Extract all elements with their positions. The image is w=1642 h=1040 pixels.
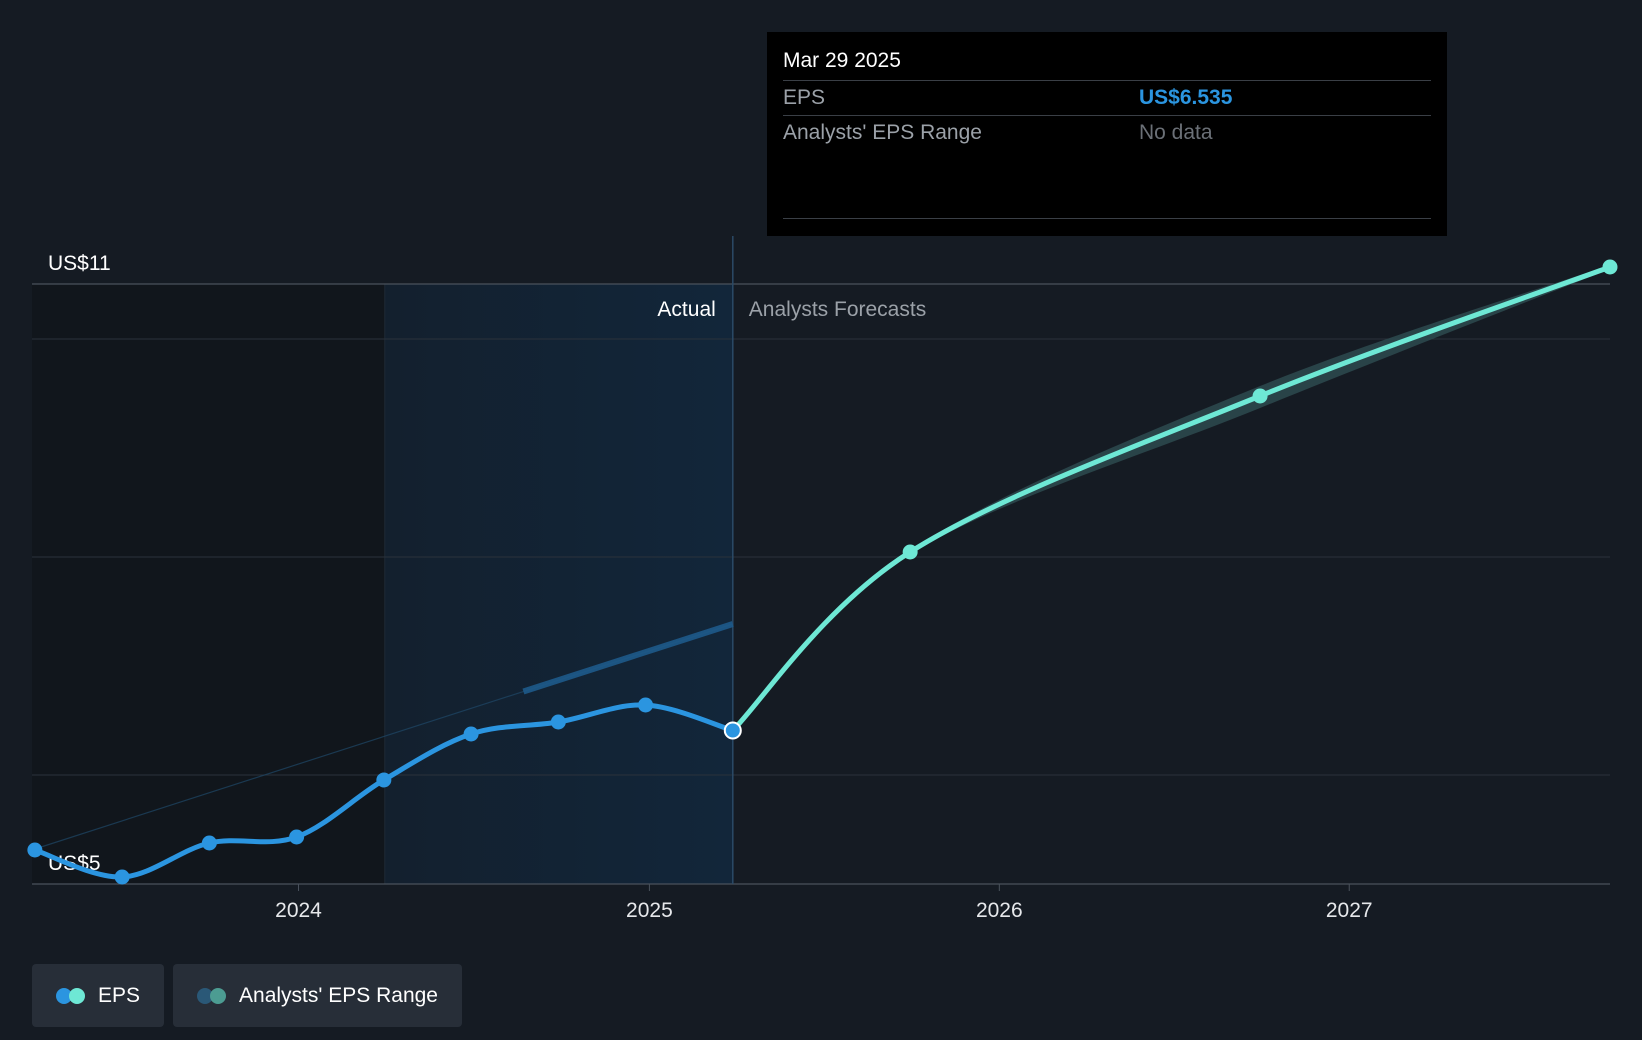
eps-point — [201, 835, 217, 851]
tooltip-date: Mar 29 2025 — [783, 49, 901, 72]
x-tick-label: 2024 — [275, 899, 322, 922]
legend-eps-label: EPS — [98, 983, 141, 1007]
tooltip-range-row: Analysts' EPS Range No data — [783, 115, 1431, 150]
legend-item-range[interactable]: Analysts' EPS Range — [173, 964, 462, 1027]
eps-point — [289, 829, 305, 845]
past-shade — [32, 284, 385, 884]
tooltip-eps-row: EPS US$6.535 — [783, 80, 1431, 115]
tooltip-eps-label: EPS — [783, 86, 826, 109]
eps-point — [550, 714, 566, 730]
actual-annotation: Actual — [657, 298, 715, 321]
x-tick-label: 2026 — [976, 899, 1023, 922]
eps-point — [638, 697, 654, 713]
tooltip-divider — [783, 218, 1431, 219]
selected-point — [723, 721, 742, 740]
legend-range-label: Analysts' EPS Range — [239, 983, 438, 1007]
legend-item-eps[interactable]: EPS — [32, 964, 165, 1027]
forecast-point — [1252, 388, 1268, 404]
eps-point — [114, 869, 130, 885]
tooltip: Mar 29 2025 EPS US$6.535 Analysts' EPS R… — [767, 32, 1447, 236]
x-tick-label: 2027 — [1326, 899, 1373, 922]
eps-forecast-line — [730, 264, 1613, 733]
tooltip-eps-value: US$6.535 — [1139, 86, 1233, 109]
y-tick-label: US$11 — [48, 252, 111, 275]
eps-point — [376, 772, 392, 788]
trend-line-end — [522, 621, 734, 695]
eps-point — [27, 842, 43, 858]
analyst-range-band — [732, 265, 1610, 731]
range-legend-icon — [197, 987, 227, 1004]
legend: EPS Analysts' EPS Range — [32, 964, 462, 1027]
tooltip-range-value: No data — [1139, 121, 1213, 144]
eps-point — [463, 726, 479, 742]
eps-legend-icon — [56, 987, 86, 1004]
actual-highlight-band — [384, 284, 733, 884]
forecast-point — [1602, 259, 1618, 275]
forecast-point — [902, 544, 918, 560]
tooltip-range-label: Analysts' EPS Range — [783, 121, 982, 144]
x-tick-label: 2025 — [626, 899, 673, 922]
forecast-annotation: Analysts Forecasts — [749, 298, 926, 321]
